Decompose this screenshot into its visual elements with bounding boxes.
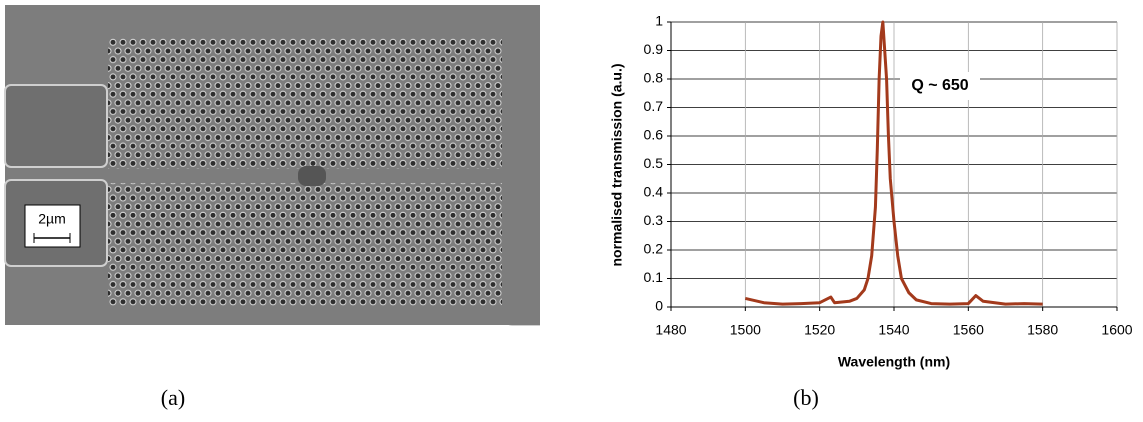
x-tick-label: 1600 — [1101, 322, 1132, 338]
x-axis-title: Wavelength (nm) — [838, 354, 950, 370]
x-tick-label: 1480 — [655, 322, 686, 338]
sem-image: 2µm — [4, 5, 547, 326]
y-tick-label: 0.1 — [644, 269, 664, 285]
y-tick-label: 0.7 — [644, 98, 664, 114]
caption: (b) — [793, 385, 819, 410]
y-tick-label: 0.9 — [644, 41, 664, 57]
x-tick-label: 1520 — [804, 322, 835, 338]
y-tick-label: 0.8 — [644, 70, 664, 86]
y-tick-label: 0.6 — [644, 127, 664, 143]
x-tick-label: 1560 — [953, 322, 984, 338]
x-tick-label: 1580 — [1027, 322, 1058, 338]
y-tick-label: 0.5 — [644, 155, 664, 171]
y-axis-title: normalised transmission (a.u.) — [609, 63, 625, 266]
caption: (a) — [161, 385, 185, 410]
x-tick-label: 1500 — [730, 322, 761, 338]
y-tick-label: 0.2 — [644, 241, 664, 257]
annotation: Q ~ 650 — [911, 77, 968, 94]
y-tick-label: 0 — [655, 298, 663, 314]
y-tick-label: 0.4 — [644, 184, 664, 200]
scale-label: 2µm — [38, 211, 66, 227]
data-line — [744, 20, 1043, 306]
y-tick-label: 0.3 — [644, 212, 664, 228]
x-tick-label: 1540 — [878, 322, 909, 338]
y-tick-label: 1 — [655, 13, 663, 29]
annotation-box — [900, 72, 980, 100]
